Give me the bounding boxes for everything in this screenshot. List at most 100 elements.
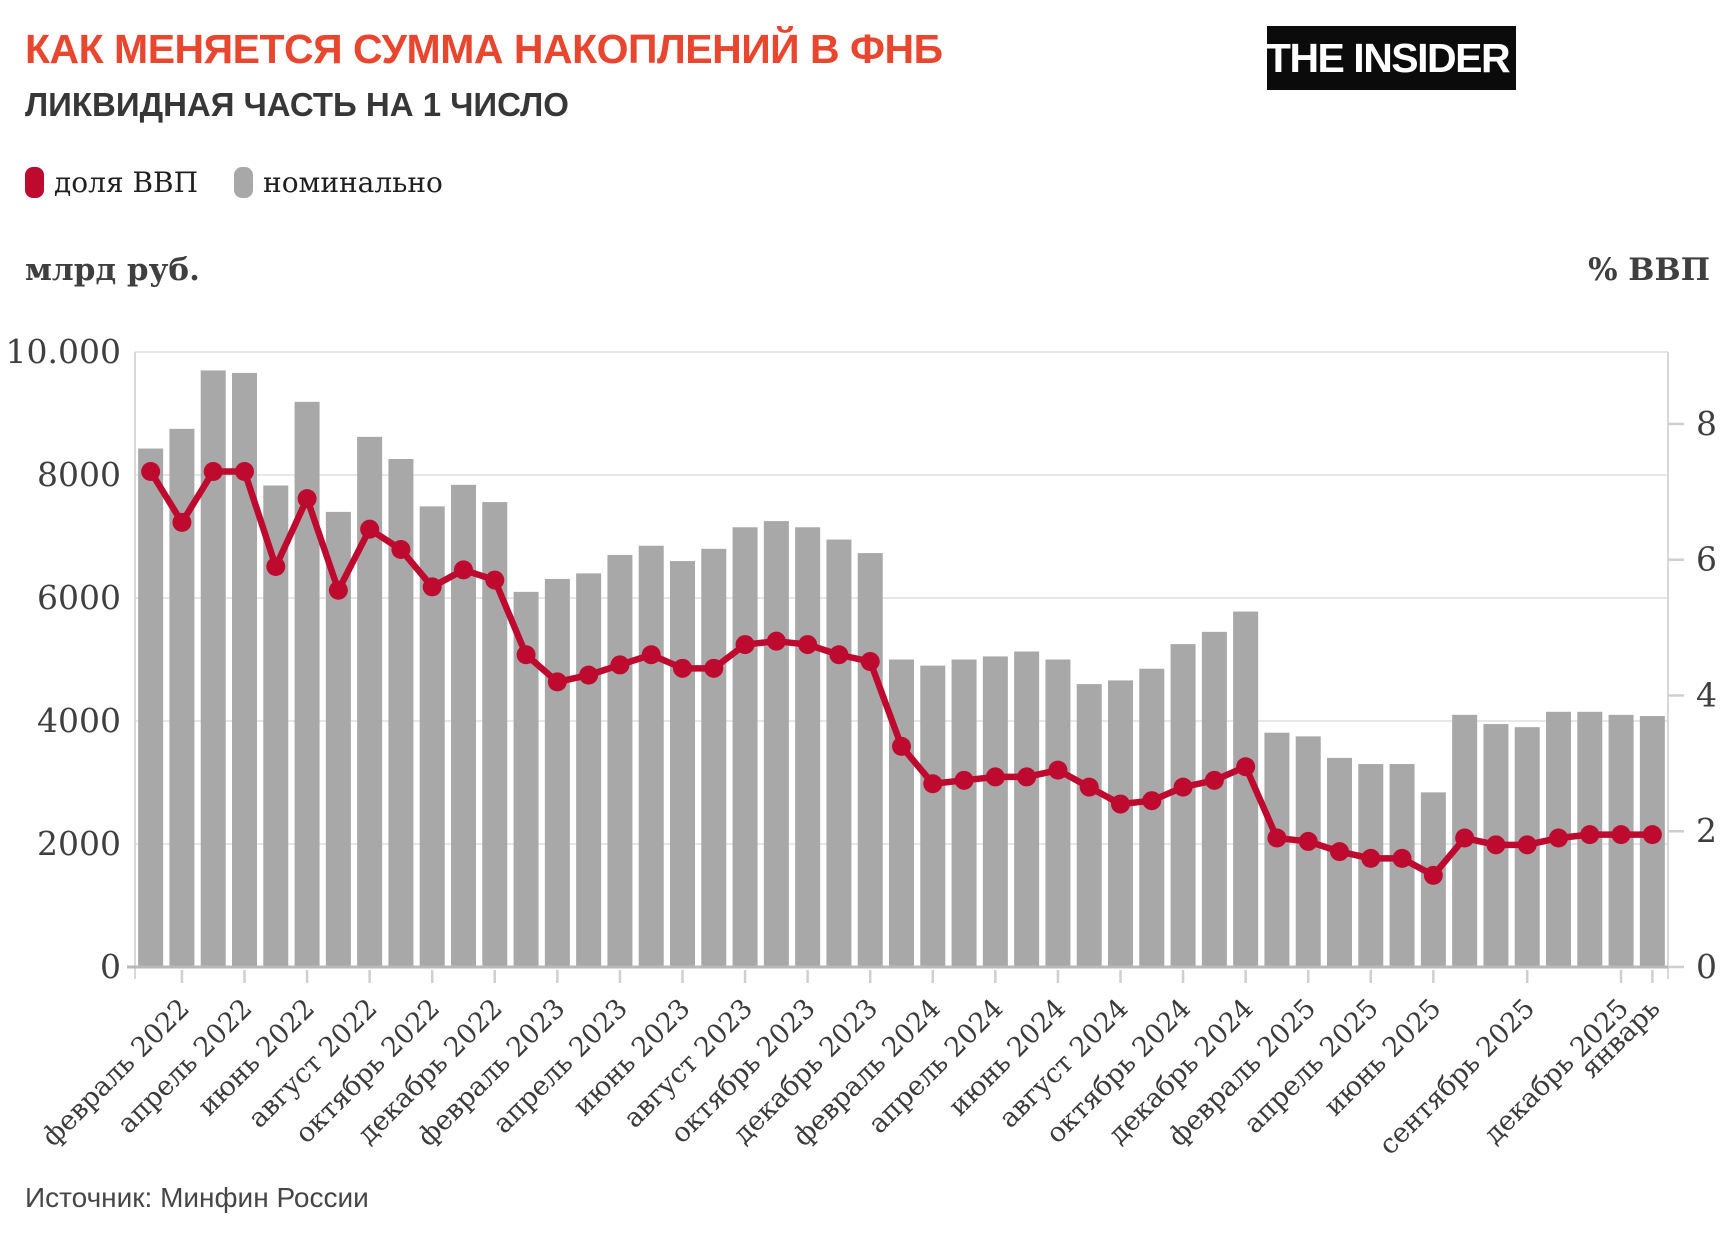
bar-2024-07 (1077, 684, 1102, 967)
bar-2025-01 (1264, 733, 1289, 967)
left-axis-tick-6000: 6000 (37, 578, 121, 617)
bar-2024-02 (920, 666, 945, 967)
right-axis-tick-6: 6 (1696, 540, 1717, 579)
legend-label-gdp-share: доля ВВП (54, 166, 198, 199)
bar-2024-05 (1014, 652, 1039, 967)
x-axis-label-44: сентябрь 2025 (1373, 993, 1541, 1161)
gdp-share-point-2024-04 (986, 767, 1005, 786)
left-axis-caption: млрд руб. (25, 252, 200, 288)
gdp-share-point-2025-07 (1455, 829, 1474, 848)
gdp-share-point-2024-11 (1205, 771, 1224, 790)
gdp-share-point-2025-06 (1424, 866, 1443, 885)
gdp-share-swatch-icon (25, 167, 44, 198)
gdp-share-point-2024-08 (1111, 795, 1130, 814)
bar-2023-04 (607, 555, 632, 967)
gdp-share-point-2022-05 (266, 557, 285, 576)
gdp-share-point-2023-12 (861, 652, 880, 671)
bar-2023-11 (826, 540, 851, 967)
logo-text: THE INSIDER (1266, 35, 1509, 82)
bar-2022-09 (388, 459, 413, 967)
bar-2023-06 (670, 561, 695, 967)
gdp-share-point-2024-05 (1017, 767, 1036, 786)
gdp-share-point-2025-05 (1393, 849, 1412, 868)
left-axis-tick-0: 0 (100, 947, 121, 986)
bar-2024-01 (889, 660, 914, 968)
gdp-share-point-2022-10 (423, 577, 442, 596)
bar-2024-04 (983, 656, 1008, 967)
bar-2022-08 (357, 437, 382, 967)
left-axis-tick-10000: 10.000 (6, 332, 121, 371)
gdp-share-point-2022-03 (204, 462, 223, 481)
bar-2023-12 (858, 553, 883, 967)
gdp-share-point-2025-02 (1299, 832, 1318, 851)
gdp-share-point-2025-11 (1580, 825, 1599, 844)
bar-2023-02 (545, 579, 570, 967)
gdp-share-point-2023-10 (798, 635, 817, 654)
bar-2025-03 (1327, 758, 1352, 967)
page-title: КАК МЕНЯЕТСЯ СУММА НАКОПЛЕНИЙ В ФНБ (25, 26, 943, 73)
bar-2023-08 (733, 527, 758, 967)
source-note: Источник: Минфин России (25, 1182, 369, 1214)
gdp-share-point-2024-06 (1048, 761, 1067, 780)
gdp-share-point-2025-09 (1518, 835, 1537, 854)
gdp-share-point-2022-02 (172, 513, 191, 532)
bar-2022-06 (295, 402, 320, 967)
bar-2024-06 (1045, 660, 1070, 968)
gdp-share-point-2022-01 (141, 462, 160, 481)
gdp-share-point-2025-08 (1486, 835, 1505, 854)
gdp-share-point-2024-03 (955, 771, 974, 790)
gdp-share-point-2024-09 (1142, 791, 1161, 810)
right-axis-tick-2: 2 (1696, 811, 1717, 850)
gdp-share-point-2025-10 (1549, 829, 1568, 848)
infographic: 0200040006000800010.00002468февраль 2022… (0, 0, 1732, 1254)
gdp-share-point-2023-09 (767, 632, 786, 651)
bar-2022-01 (138, 449, 163, 967)
gdp-share-point-2024-10 (1174, 778, 1193, 797)
gdp-share-point-2024-07 (1080, 778, 1099, 797)
bar-2023-05 (639, 546, 664, 967)
right-axis-tick-0: 0 (1696, 947, 1717, 986)
gdp-share-point-2023-06 (673, 659, 692, 678)
gdp-share-point-2022-08 (360, 520, 379, 539)
gdp-share-point-2022-11 (454, 560, 473, 579)
gdp-share-point-2022-12 (485, 571, 504, 590)
gdp-share-point-2023-07 (704, 659, 723, 678)
right-axis-caption: % ВВП (1588, 252, 1710, 288)
gdp-share-point-2022-09 (391, 540, 410, 559)
left-axis-tick-8000: 8000 (37, 455, 121, 494)
bar-2024-11 (1202, 632, 1227, 967)
legend-item-nominal: номинально (234, 166, 443, 199)
gdp-share-point-2025-12 (1612, 825, 1631, 844)
gdp-share-point-2022-07 (329, 581, 348, 600)
gdp-share-point-2023-08 (736, 635, 755, 654)
gdp-share-point-2023-02 (548, 672, 567, 691)
bar-2023-07 (701, 549, 726, 967)
gdp-share-point-2022-04 (235, 462, 254, 481)
gdp-share-point-2024-01 (892, 737, 911, 756)
gdp-share-point-2023-05 (642, 645, 661, 664)
gdp-share-point-2024-12 (1236, 757, 1255, 776)
gdp-share-point-2022-06 (298, 489, 317, 508)
left-axis-tick-2000: 2000 (37, 824, 121, 863)
bar-2022-03 (201, 370, 226, 967)
gdp-share-point-2023-04 (610, 655, 629, 674)
bar-2023-09 (764, 521, 789, 967)
nominal-swatch-icon (234, 167, 253, 198)
gdp-share-point-2023-11 (829, 645, 848, 664)
bar-2024-08 (1108, 680, 1133, 967)
left-axis-tick-4000: 4000 (37, 701, 121, 740)
bar-2024-10 (1171, 644, 1196, 967)
gdp-share-point-2026-01 (1643, 825, 1662, 844)
page-subtitle: ЛИКВИДНАЯ ЧАСТЬ НА 1 ЧИСЛО (25, 86, 569, 124)
the-insider-logo: THE INSIDER (1267, 26, 1516, 90)
gdp-share-point-2023-01 (517, 645, 536, 664)
right-axis-tick-8: 8 (1696, 404, 1717, 443)
gdp-share-point-2025-04 (1361, 849, 1380, 868)
bar-2024-09 (1139, 669, 1164, 967)
bar-2025-02 (1296, 736, 1321, 967)
legend-label-nominal: номинально (263, 166, 443, 199)
right-axis-tick-4: 4 (1696, 675, 1717, 714)
bar-2024-03 (952, 660, 977, 968)
legend: доля ВВП номинально (25, 166, 443, 199)
gdp-share-point-2024-02 (923, 774, 942, 793)
